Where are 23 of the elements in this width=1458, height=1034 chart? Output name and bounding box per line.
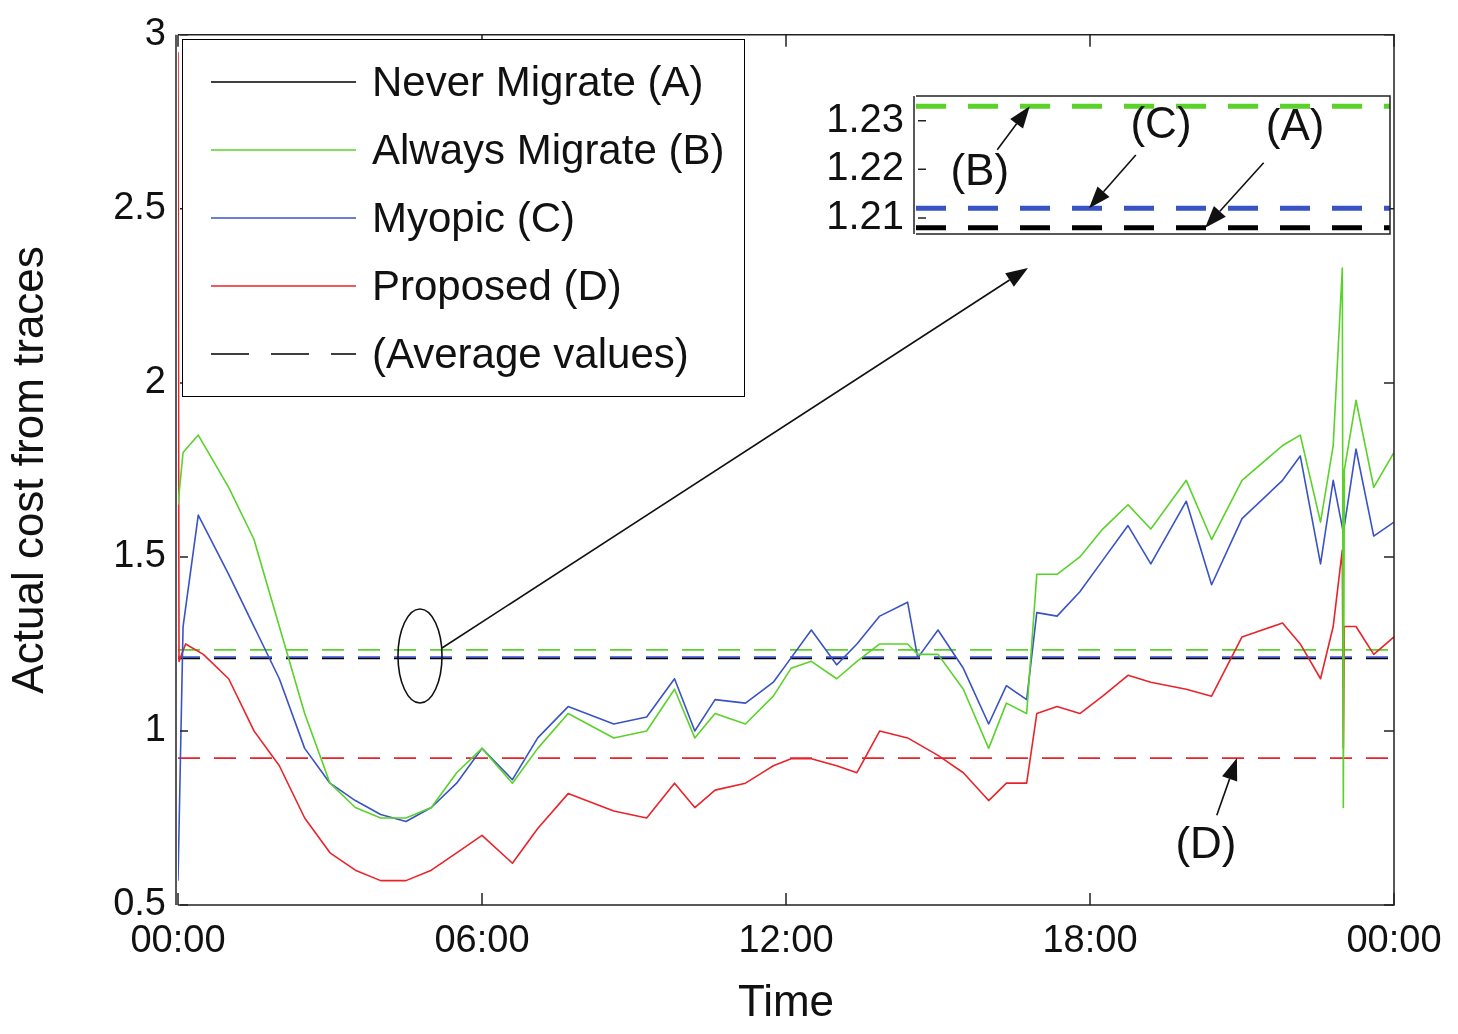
y-tick-label: 1.5	[113, 533, 166, 576]
legend-label: Always Migrate (B)	[372, 125, 725, 174]
annotation: (B)	[950, 145, 1010, 195]
annotation: (D)	[1175, 818, 1237, 868]
y-tick-label: 2.5	[113, 185, 166, 228]
legend-label: Never Migrate (A)	[372, 57, 704, 106]
y-axis-title: Actual cost from traces	[2, 246, 52, 694]
x-tick-label: 12:00	[738, 918, 834, 961]
x-tick-label: 18:00	[1042, 918, 1138, 961]
x-tick-label: 06:00	[434, 918, 530, 961]
legend-label: Proposed (D)	[372, 261, 622, 310]
y-tick-label: 1.23	[826, 95, 904, 140]
y-tick-label: 1.21	[826, 193, 904, 237]
legend-label: Myopic (C)	[372, 193, 576, 242]
x-axis-title: Time	[737, 975, 835, 1025]
y-tick-label: 1	[144, 707, 166, 750]
legend-label: (Average values)	[372, 329, 689, 378]
y-tick-label: 1.22	[826, 144, 904, 189]
y-tick-label: 2	[144, 359, 166, 402]
annotation: (A)	[1265, 99, 1325, 149]
x-tick-label: 00:00	[1346, 918, 1442, 961]
annotation: (C)	[1130, 98, 1192, 148]
y-tick-label: 3	[144, 11, 166, 54]
